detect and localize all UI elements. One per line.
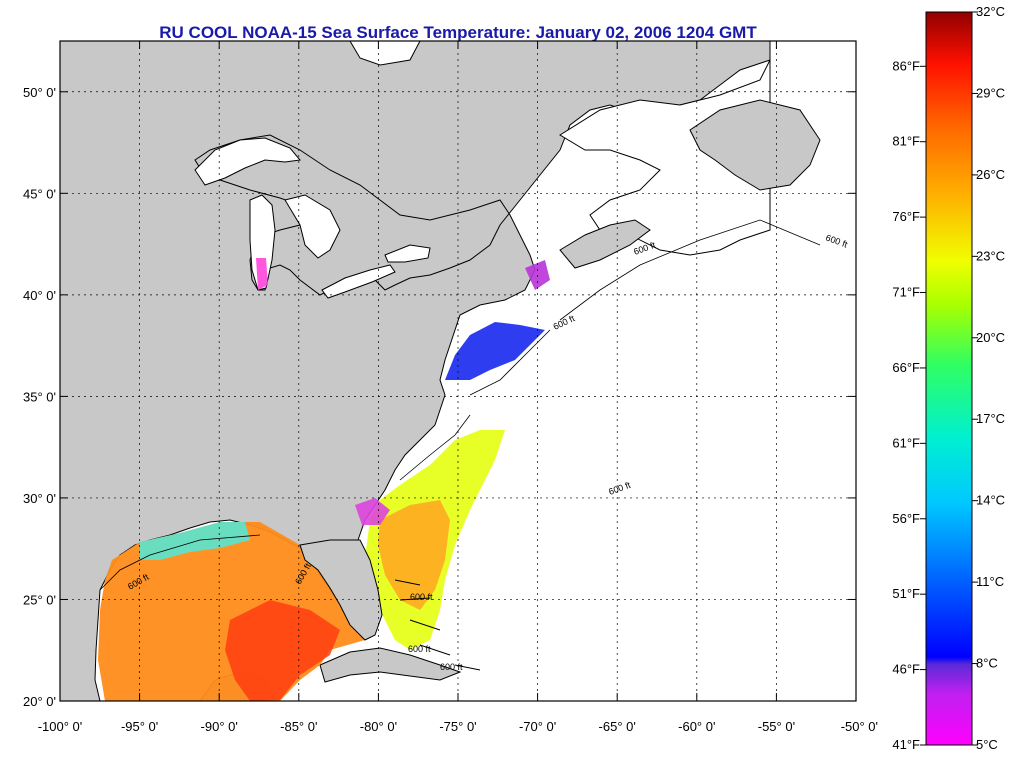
contour-label-600ft: 600 ft (440, 662, 463, 672)
lon-tick-label: -85° 0' (280, 719, 317, 734)
contour-600ft (99, 219, 821, 591)
colorbar-celsius-label: 20°C (976, 330, 1005, 345)
colorbar-fahrenheit-label: 41°F (892, 737, 920, 752)
lon-tick-label: -70° 0' (519, 719, 556, 734)
gulf-st-lawrence-water (559, 59, 771, 256)
lon-tick-label: -65° 0' (599, 719, 636, 734)
colorbar-celsius-label: 32°C (976, 4, 1005, 19)
lat-tick-label: 25° 0' (23, 592, 56, 607)
contour-label-600ft: 600 ft (408, 644, 431, 654)
lat-tick-label: 35° 0' (23, 389, 56, 404)
cuba-land (319, 647, 462, 683)
lon-tick-label: -100° 0' (38, 719, 83, 734)
sst-gulf-cool-shelf (140, 522, 250, 560)
colorbar-celsius-label: 26°C (976, 167, 1005, 182)
colorbar-celsius-label: 8°C (976, 656, 998, 671)
lat-tick-label: 40° 0' (23, 288, 56, 303)
colorbar-fahrenheit-label: 66°F (892, 360, 920, 375)
colorbar-fahrenheit-label: 61°F (892, 435, 920, 450)
lat-tick-label: 30° 0' (23, 491, 56, 506)
lon-tick-label: -55° 0' (758, 719, 795, 734)
colorbar-fahrenheit-label: 46°F (892, 662, 920, 677)
lake-erie (321, 264, 396, 299)
colorbar-celsius-label: 11°C (976, 574, 1004, 589)
sst-southeast-shelf (378, 500, 450, 610)
sst-gulf-warm-core (225, 600, 340, 701)
lake-ontario (384, 244, 431, 263)
lon-tick-label: -75° 0' (439, 719, 476, 734)
lon-tick-label: -95° 0' (121, 719, 158, 734)
map-ticks: 50° 0' 45° 0' 40° 0' 35° 0' 30° 0' 25° 0' 20° … (23, 41, 878, 734)
lon-tick-label: -80° 0' (360, 719, 397, 734)
sst-georgia-bight (355, 498, 390, 525)
lake-superior (194, 137, 301, 186)
colorbar-fahrenheit-label: 51°F (892, 586, 920, 601)
colorbar-fahrenheit-label: 81°F (892, 134, 920, 149)
colorbar-fahrenheit-label: 86°F (892, 58, 920, 73)
colorbar-fahrenheit-label: 56°F (892, 511, 920, 526)
hudson-bay-water (349, 41, 421, 66)
florida-land (299, 539, 383, 641)
lake-michigan (249, 194, 276, 291)
colorbar-celsius-label: 23°C (976, 248, 1005, 263)
lat-tick-label: 50° 0' (23, 85, 56, 100)
lon-tick-label: -60° 0' (678, 719, 715, 734)
colorbar-celsius-label: 14°C (976, 493, 1005, 508)
lat-tick-label: 45° 0' (23, 186, 56, 201)
lon-tick-label: -50° 0' (841, 719, 878, 734)
colorbar-fahrenheit-label: 76°F (892, 209, 920, 224)
sst-mid-atlantic-cold (445, 322, 545, 380)
colorbar-celsius-label: 5°C (976, 737, 998, 752)
sst-lake-michigan (256, 258, 268, 290)
contour-label-600ft: 600 ft (410, 592, 433, 602)
newfoundland-land (689, 99, 821, 191)
lon-tick-label: -90° 0' (201, 719, 238, 734)
nova-scotia-land (559, 219, 651, 269)
colorbar-celsius-label: 17°C (976, 411, 1005, 426)
colorbar-labels: 32°C 29°C 26°C 23°C 20°C 17°C 14°C 11°C 8°C 5°C 86… (892, 4, 1005, 752)
colorbar-celsius-label: 29°C (976, 85, 1005, 100)
map-gridlines (60, 41, 856, 701)
lat-tick-label: 20° 0' (23, 694, 56, 709)
temperature-colorbar (925, 11, 973, 746)
bahamas-islands (394, 579, 481, 671)
colorbar-fahrenheit-label: 71°F (892, 285, 920, 300)
map-title: RU COOL NOAA-15 Sea Surface Temperature:… (159, 23, 757, 42)
